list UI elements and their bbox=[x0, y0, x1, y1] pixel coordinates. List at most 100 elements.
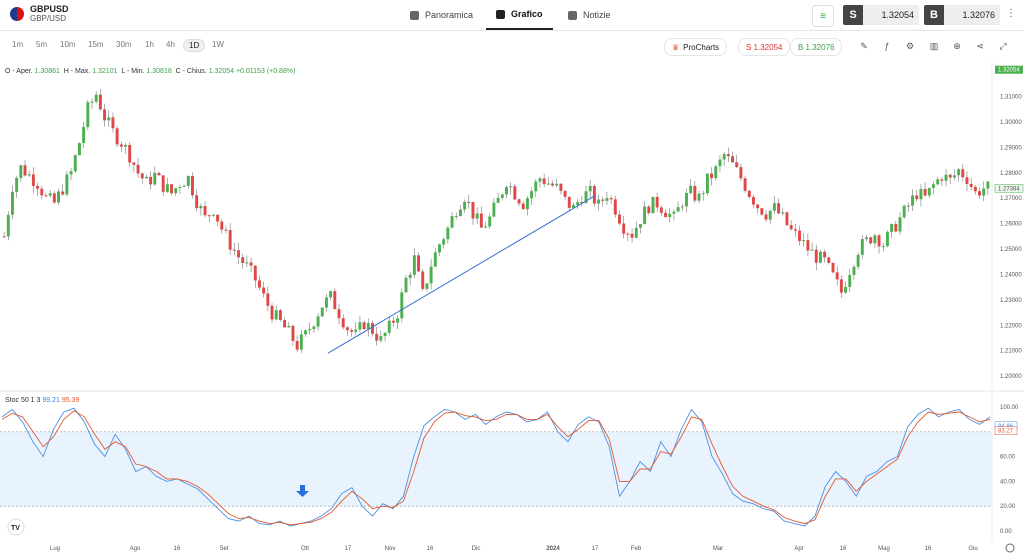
buy-pill[interactable]: B 1.32076 bbox=[790, 38, 843, 56]
candle-body bbox=[287, 325, 291, 328]
timeframe-1d[interactable]: 1D bbox=[183, 39, 206, 52]
timeframe-30m[interactable]: 30m bbox=[116, 40, 132, 49]
candle-body bbox=[592, 185, 596, 204]
more-options-icon[interactable]: ⋮ bbox=[1006, 8, 1016, 19]
tab-notizie[interactable]: Notizie bbox=[568, 0, 611, 30]
candle-body bbox=[354, 329, 358, 332]
tab-panoramica[interactable]: Panoramica bbox=[410, 0, 473, 30]
candle-body bbox=[521, 203, 525, 210]
stoch-tick-label: 100.00 bbox=[1000, 405, 1019, 411]
tab-grafico[interactable]: Grafico bbox=[486, 0, 553, 30]
candle-body bbox=[638, 224, 642, 228]
candle-body bbox=[927, 187, 931, 196]
candle-body bbox=[785, 212, 789, 226]
timeframe-1w[interactable]: 1W bbox=[212, 40, 224, 49]
share-icon[interactable]: ⋖ bbox=[976, 41, 984, 51]
crown-icon: ♛ bbox=[672, 42, 680, 52]
candle-body bbox=[517, 199, 521, 204]
candle-body bbox=[885, 231, 889, 247]
stoch-d-value: 95.39 bbox=[61, 397, 80, 404]
add-icon[interactable]: ⊕ bbox=[953, 41, 961, 51]
stoch-tick-label: 40.00 bbox=[1000, 479, 1016, 485]
candle-body bbox=[157, 172, 161, 176]
candle-body bbox=[19, 165, 23, 178]
candle-body bbox=[559, 183, 563, 191]
high-value: 1.32101 bbox=[92, 68, 118, 75]
procharts-button[interactable]: ♛ ProCharts bbox=[664, 38, 728, 56]
candle-body bbox=[182, 185, 186, 188]
timeframe-10m[interactable]: 10m bbox=[60, 40, 76, 49]
indicators-icon[interactable]: ƒ bbox=[884, 41, 890, 51]
buy-price: 1.32076 bbox=[944, 5, 1000, 25]
candle-body bbox=[404, 277, 408, 293]
candle-body bbox=[258, 280, 261, 288]
price-tick-label: 1.27000 bbox=[1000, 196, 1022, 202]
candle-body bbox=[948, 174, 952, 178]
price-tick-label: 1.31000 bbox=[1000, 95, 1022, 101]
candle-body bbox=[492, 202, 496, 217]
candle-body bbox=[714, 166, 718, 179]
instrument-selector[interactable]: GBPUSD GBP/USD bbox=[10, 4, 69, 24]
price-tick-label: 1.28000 bbox=[1000, 171, 1022, 177]
candle-body bbox=[718, 159, 722, 167]
candle-body bbox=[324, 297, 328, 308]
timeframe-1m[interactable]: 1m bbox=[12, 40, 24, 49]
candle-body bbox=[408, 274, 412, 278]
watchlist-add-icon[interactable]: ≡ bbox=[812, 5, 834, 27]
candle-body bbox=[818, 251, 822, 263]
candle-body bbox=[73, 155, 77, 172]
fullscreen-icon[interactable]: ⤢ bbox=[999, 41, 1007, 51]
candle-body bbox=[274, 310, 278, 320]
draw-pencil-icon[interactable]: ✎ bbox=[860, 41, 868, 51]
candle-body bbox=[69, 171, 73, 175]
axis-settings-icon[interactable] bbox=[1005, 543, 1015, 553]
candle-body bbox=[199, 205, 203, 209]
candle-body bbox=[597, 199, 601, 204]
close-label: C - Chius. bbox=[175, 68, 207, 75]
chart-toolbar: 1m 5m 10m 15m 30m 1h 4h 1D 1W ♛ ProChart… bbox=[0, 36, 1024, 58]
last-price-tag bbox=[995, 65, 1023, 74]
x-tick-label: Mar bbox=[713, 546, 723, 552]
candle-body bbox=[802, 240, 806, 242]
timeframe-5m[interactable]: 5m bbox=[36, 40, 48, 49]
candle-body bbox=[701, 193, 705, 195]
candle-body bbox=[253, 265, 257, 281]
timeframe-4h[interactable]: 4h bbox=[166, 40, 175, 49]
candle-body bbox=[827, 257, 831, 263]
candle-body bbox=[224, 229, 228, 231]
candle-body bbox=[798, 230, 801, 242]
candle-body bbox=[781, 212, 785, 214]
trendline[interactable] bbox=[327, 195, 596, 354]
candle-body bbox=[31, 174, 35, 186]
buy-button[interactable]: B 1.32076 bbox=[924, 5, 1000, 25]
timeframe-1h[interactable]: 1h bbox=[145, 40, 154, 49]
candle-body bbox=[618, 214, 621, 224]
candle-body bbox=[588, 185, 592, 192]
sell-button[interactable]: S 1.32054 bbox=[843, 5, 919, 25]
candle-body bbox=[630, 233, 634, 238]
candle-body bbox=[764, 214, 768, 220]
candle-body bbox=[241, 257, 245, 264]
candle-body bbox=[220, 221, 224, 230]
x-tick-label: 16 bbox=[925, 546, 932, 552]
candle-body bbox=[752, 197, 755, 205]
x-tick-label: Feb bbox=[631, 546, 642, 552]
candle-body bbox=[2, 236, 6, 238]
procharts-label: ProCharts bbox=[683, 42, 720, 52]
candle-body bbox=[312, 326, 316, 330]
timeframe-15m[interactable]: 15m bbox=[88, 40, 104, 49]
price-tick-label: 1.29000 bbox=[1000, 145, 1022, 151]
candle-body bbox=[479, 213, 483, 228]
candle-body bbox=[438, 244, 441, 253]
candle-body bbox=[860, 239, 864, 255]
candle-body bbox=[128, 145, 132, 163]
candle-body bbox=[601, 199, 605, 201]
sell-pill[interactable]: S 1.32054 bbox=[738, 38, 791, 56]
candle-body bbox=[111, 117, 115, 129]
candle-body bbox=[647, 206, 651, 214]
candle-body bbox=[793, 229, 797, 231]
chart-type-icon[interactable]: ▥ bbox=[929, 41, 939, 51]
settings-icon[interactable]: ⚙ bbox=[905, 41, 915, 51]
candle-body bbox=[680, 206, 684, 208]
